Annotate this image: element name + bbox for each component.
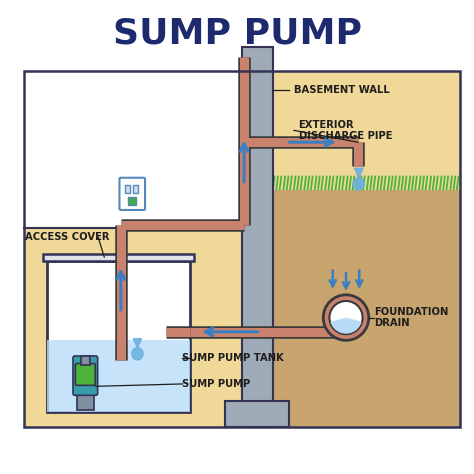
Bar xyxy=(125,185,130,193)
Bar xyxy=(128,197,136,205)
Wedge shape xyxy=(330,318,362,334)
Polygon shape xyxy=(133,338,142,347)
Text: ACCESS COVER: ACCESS COVER xyxy=(25,232,109,242)
Text: FOUNDATION
DRAIN: FOUNDATION DRAIN xyxy=(374,307,449,328)
Bar xyxy=(77,391,94,410)
Bar xyxy=(273,71,460,190)
Polygon shape xyxy=(132,347,143,360)
Text: SUMP PUMP TANK: SUMP PUMP TANK xyxy=(182,353,284,363)
Bar xyxy=(43,254,194,261)
Bar xyxy=(273,190,460,427)
Text: SUMP PUMP: SUMP PUMP xyxy=(112,16,362,50)
FancyBboxPatch shape xyxy=(75,364,95,385)
FancyBboxPatch shape xyxy=(119,178,145,210)
Text: EXTERIOR
DISCHARGE PIPE: EXTERIOR DISCHARGE PIPE xyxy=(299,119,392,141)
Text: BASEMENT WALL: BASEMENT WALL xyxy=(294,85,390,95)
Text: SUMP PUMP: SUMP PUMP xyxy=(182,379,251,389)
Circle shape xyxy=(323,295,369,340)
Bar xyxy=(133,185,138,193)
FancyBboxPatch shape xyxy=(73,356,98,395)
Bar xyxy=(225,401,289,427)
Bar xyxy=(81,356,90,365)
Polygon shape xyxy=(242,190,273,228)
Bar xyxy=(24,71,242,228)
Bar xyxy=(273,71,460,427)
Polygon shape xyxy=(355,168,363,178)
Bar xyxy=(242,47,273,427)
Bar xyxy=(47,339,190,412)
Polygon shape xyxy=(353,178,365,190)
Bar xyxy=(24,228,242,427)
Circle shape xyxy=(329,301,363,334)
Bar xyxy=(47,261,190,412)
Bar xyxy=(24,71,460,427)
